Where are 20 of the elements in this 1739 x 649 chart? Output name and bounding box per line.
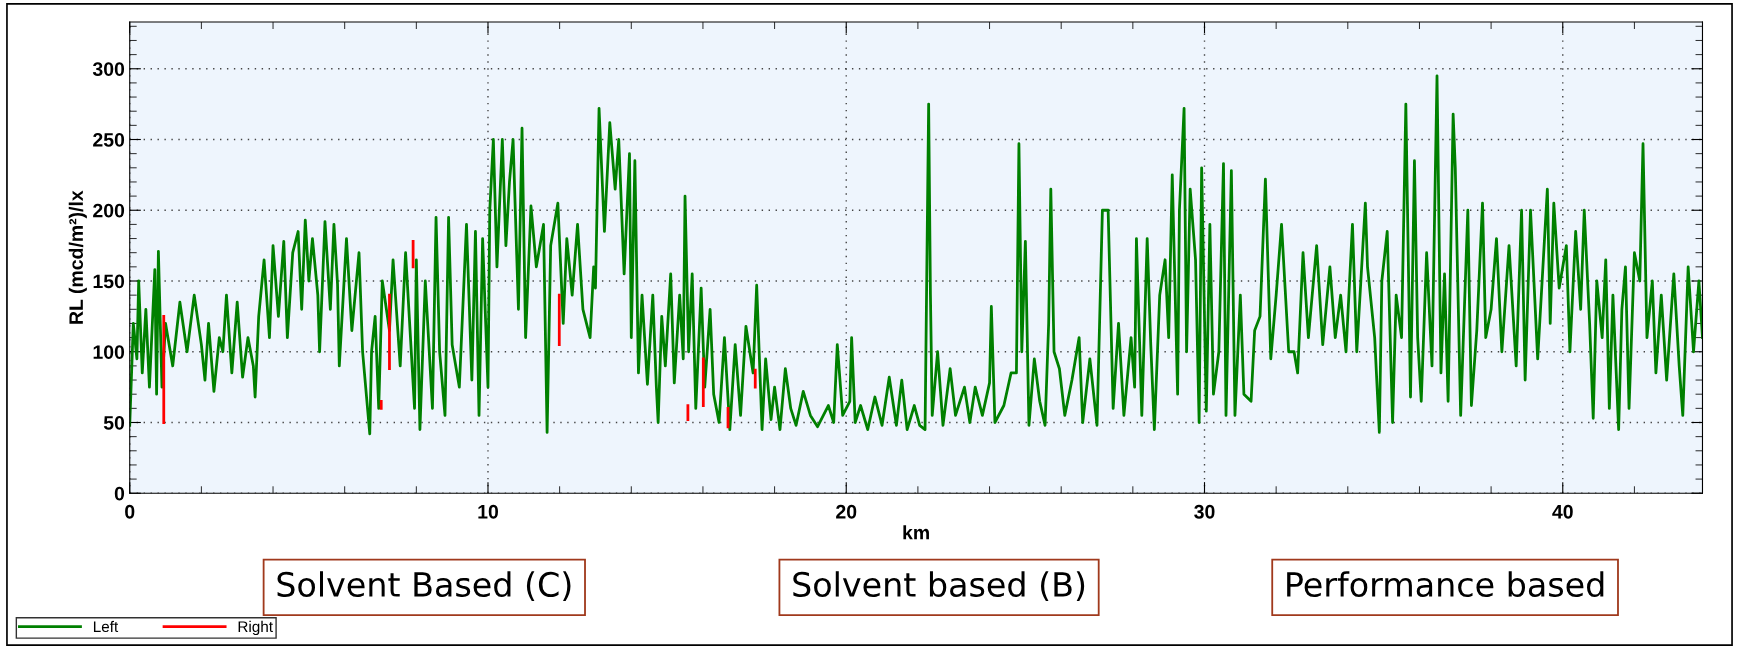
text: Solvent based (B) (793, 571, 1085, 601)
text: Performance based (1287, 571, 1604, 598)
y-tick-label: 150 (93, 274, 125, 289)
y-axis-title: RL (mcd/m²)/lx (68, 190, 87, 324)
y-tick-label: 50 (103, 415, 125, 430)
x-tick-label: 0 (125, 504, 135, 519)
x-axis-title: km (903, 525, 929, 540)
x-tick-label: 40 (1552, 504, 1573, 519)
y-tick-label: 100 (93, 345, 125, 359)
x-tick-label: 10 (478, 504, 499, 519)
y-tick-label: 0 (114, 486, 125, 501)
x-tick-label: 20 (836, 504, 857, 519)
y-tick-label: 250 (93, 132, 125, 147)
y-tick-label: 200 (93, 203, 125, 218)
x-tick-label: 30 (1194, 504, 1215, 519)
legend-label: Left (93, 620, 119, 633)
text: Solvent Based (C) (277, 571, 571, 601)
y-tick-label: 300 (92, 62, 125, 77)
line-series (129, 74, 1703, 436)
legend-label: Right (238, 620, 273, 636)
